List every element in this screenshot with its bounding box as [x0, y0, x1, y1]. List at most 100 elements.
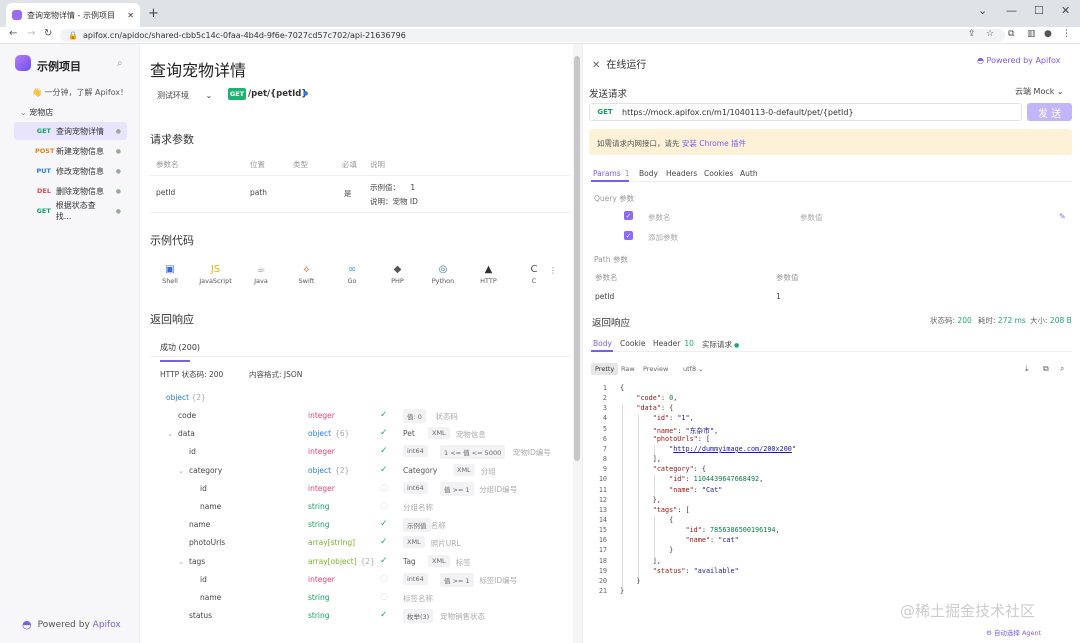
share-icon[interactable]: ⇪ [968, 29, 976, 39]
resp-tab[interactable]: Cookie [620, 339, 645, 348]
line-number: 19 [598, 566, 607, 575]
add-param[interactable]: 添加参数 [648, 233, 678, 242]
query-checkbox[interactable]: ✓ [624, 211, 633, 220]
field-type-text: integer [308, 411, 335, 420]
required-check-icon: ✓ [380, 428, 388, 439]
doc-scrollbar[interactable] [573, 44, 582, 643]
chevron-down-icon[interactable]: ⌄ [167, 429, 174, 439]
field-type-text: object [308, 465, 332, 475]
address-bar[interactable]: 🔒 apifox.cn/apidoc/shared-cbb5c14c-0faa-… [60, 29, 1005, 42]
minimize-button[interactable]: — [1006, 4, 1017, 17]
close-icon[interactable]: ✕ [592, 60, 601, 71]
resp-tab[interactable]: Body [593, 339, 612, 348]
maximize-button[interactable]: ☐ [1034, 4, 1044, 17]
param-value-input[interactable]: 参数值 [800, 213, 823, 222]
new-tab-button[interactable]: + [148, 6, 159, 21]
format-pretty[interactable]: Pretty [591, 363, 619, 375]
required-check-icon: ✓ [380, 537, 388, 548]
panel-powered[interactable]: ◓ Powered by Apifox [977, 56, 1060, 65]
close-tab-icon[interactable]: ✕ [127, 10, 134, 20]
request-url[interactable]: https://mock.apifox.cn/m1/1040113-0-defa… [622, 107, 854, 117]
lang-javascript[interactable]: JS JavaScript [199, 264, 233, 285]
javascript-icon: JS [210, 264, 221, 275]
encoding-select[interactable]: utf8 ⌄ [683, 365, 704, 373]
required-check-icon: ✓ [380, 555, 388, 566]
param-name-input[interactable]: 参数名 [648, 213, 671, 222]
reload-icon[interactable]: ↻ [44, 28, 53, 39]
divider [150, 175, 570, 176]
field-desc: 宠物ID编号 [512, 448, 551, 458]
intro-link[interactable]: 👋 一分钟，了解 Apifox！ [32, 88, 129, 97]
sidepanel-icon[interactable]: ▥ [1027, 29, 1036, 39]
field-desc: 分组名称 [403, 503, 433, 512]
agent-select[interactable]: ⚙ 自动选择 Agent [986, 627, 1041, 637]
back-icon[interactable]: ← [9, 28, 18, 39]
install-plugin-link[interactable]: 安装 Chrome 插件 [681, 139, 747, 148]
field-type-text: array[string] [308, 538, 356, 548]
chevron-down-icon[interactable]: ⌄ [178, 465, 185, 475]
search-icon[interactable]: ⌕ [117, 58, 123, 69]
download-icon[interactable]: ⤓ [1025, 364, 1029, 373]
field-type-text: integer [308, 483, 335, 493]
lang-swift[interactable]: ⟡ Swift [290, 264, 324, 285]
tab-body[interactable]: Body [639, 169, 658, 178]
format-raw[interactable]: Raw [621, 365, 635, 373]
close-window-button[interactable]: ✕ [1061, 4, 1071, 17]
code-line: ], [620, 455, 661, 464]
request-url-input[interactable]: GET https://mock.apifox.cn/m1/1040113-0-… [589, 103, 1022, 121]
lang-go[interactable]: ∞ Go [335, 264, 369, 285]
lang-http[interactable]: ▲ HTTP [472, 264, 506, 285]
lang-python[interactable]: ◎ Python [426, 264, 460, 285]
sidebar-item[interactable]: POST 新建宠物信息 ● [14, 142, 127, 160]
menu-icon[interactable]: ⋮ [1062, 29, 1071, 39]
tab-auth[interactable]: Auth [740, 169, 758, 178]
star-icon[interactable]: ☆ [986, 29, 995, 39]
tab-params[interactable]: Params 1 [593, 169, 629, 178]
lang-shell[interactable]: ▣ Shell [153, 264, 187, 285]
send-button[interactable]: 发 送 [1027, 103, 1072, 121]
resp-tab[interactable]: Header 10 [653, 339, 694, 348]
required-check-icon: ○ [380, 573, 388, 584]
field-desc: 宠物销售状态 [440, 612, 485, 622]
chevron-down-icon[interactable]: ⌄ [178, 556, 185, 566]
tab-cookies[interactable]: Cookies [704, 169, 733, 178]
more-icon[interactable]: ⋮ [549, 266, 557, 275]
browser-tab[interactable]: 查询宠物详情 - 示例项目 ✕ [6, 3, 140, 27]
lang-php[interactable]: ◆ PHP [381, 264, 415, 285]
required-check-icon: ✓ [380, 519, 388, 530]
env-select[interactable]: 测试环境 ⌄ [157, 90, 212, 101]
sidebar-item[interactable]: GET 根据状态查找... ● [14, 201, 127, 221]
field-type: string [308, 611, 330, 620]
resp-tab[interactable]: 实际请求 ● [702, 339, 739, 350]
sidebar-item[interactable]: DEL 删除宠物信息 ● [14, 182, 127, 200]
mock-select[interactable]: 云端 Mock ⌄ [1015, 86, 1064, 97]
resp-status-tab[interactable]: 成功 (200) [160, 343, 201, 352]
add-param-checkbox[interactable]: ✓ [624, 231, 633, 240]
lang-java[interactable]: ☕ Java [244, 264, 278, 285]
path-param-value[interactable]: 1 [776, 292, 781, 301]
sidebar-item[interactable]: PUT 修改宠物信息 ● [14, 162, 127, 180]
scroll-thumb[interactable] [574, 56, 580, 461]
extensions-icon[interactable]: ⧉ [1008, 29, 1015, 39]
tab-label: Headers [666, 169, 698, 178]
forward-icon[interactable]: → [27, 28, 36, 39]
sidebar-item[interactable]: GET 查询宠物详情 ● [14, 122, 127, 140]
field-name: name [189, 520, 211, 530]
bulk-edit-icon[interactable]: ✎ [1059, 212, 1066, 221]
tab-headers[interactable]: Headers [666, 169, 697, 178]
search-icon[interactable]: ⌕ [1060, 364, 1065, 373]
format-preview[interactable]: Preview [643, 365, 669, 373]
http-icon: ▲ [484, 264, 493, 275]
go-icon: ∞ [347, 264, 357, 275]
code-line: "id": 1104439647668492, [669, 475, 764, 484]
field-name: status [189, 611, 213, 621]
request-method[interactable]: GET [597, 108, 613, 116]
field-type-text: integer [308, 574, 335, 584]
chevron-down-icon[interactable]: ⌄ [978, 4, 988, 17]
powered-by[interactable]: ◓ Powered by Apifox [22, 618, 121, 631]
profile-icon[interactable]: ● [1044, 29, 1052, 39]
folder-item[interactable]: ⌄ 宠物店 [20, 107, 53, 118]
code-line: { [620, 384, 625, 392]
copy-icon[interactable]: ⧉ [1043, 364, 1049, 373]
